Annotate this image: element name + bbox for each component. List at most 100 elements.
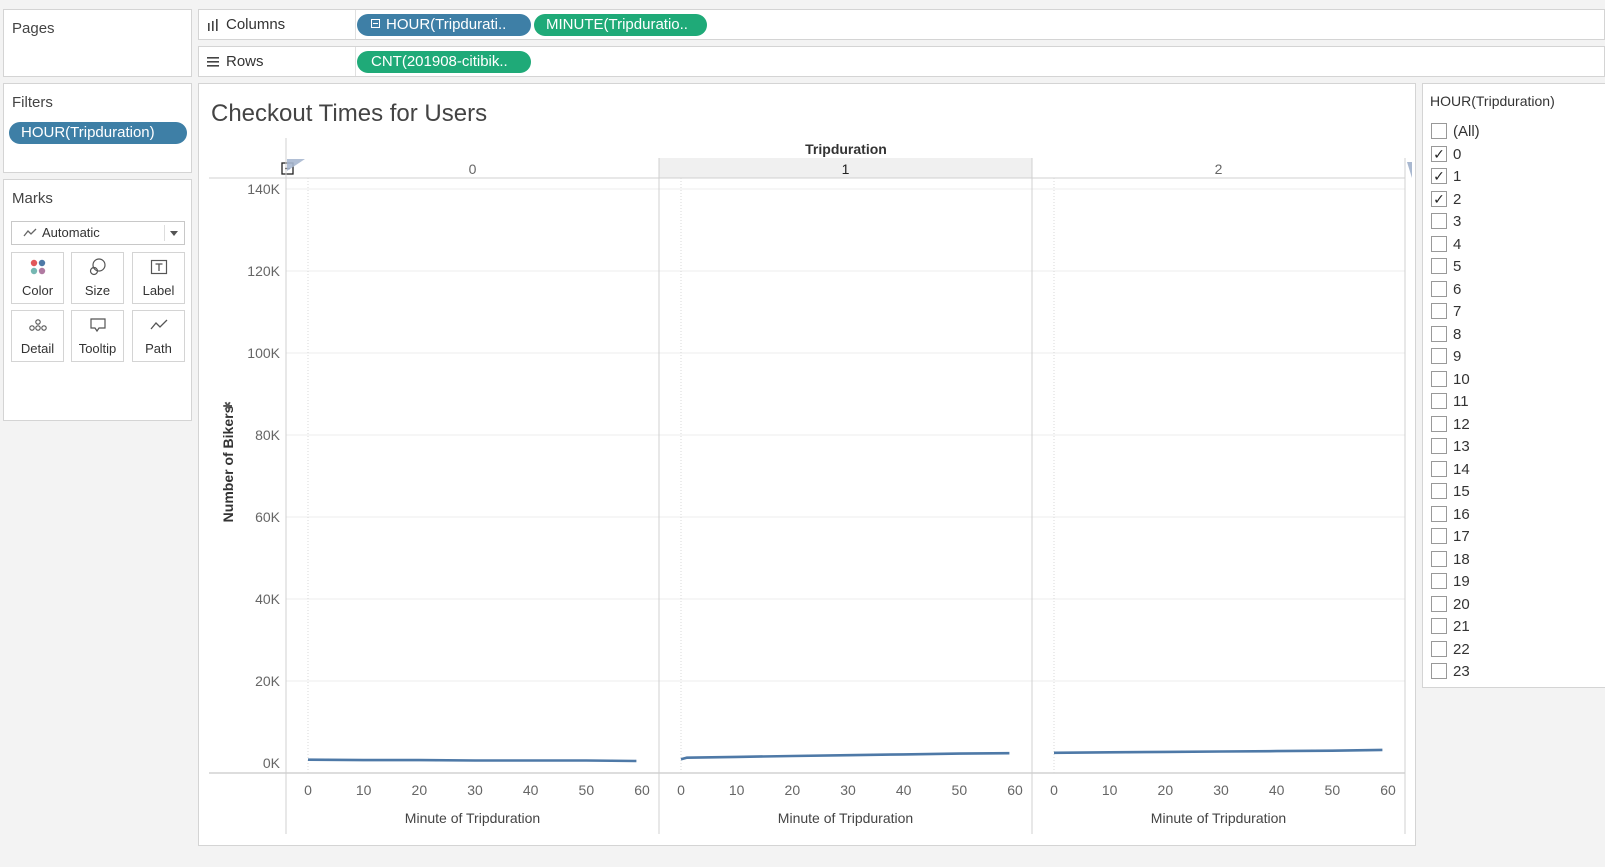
y-tick-label: 140K xyxy=(247,181,280,197)
filter-item-label: 9 xyxy=(1453,348,1462,365)
filter-item-5[interactable]: 5 xyxy=(1431,256,1461,278)
checkbox-icon[interactable] xyxy=(1431,303,1447,320)
columns-pill-minute[interactable]: MINUTE(Tripduratio.. xyxy=(534,14,707,36)
size-label: Size xyxy=(84,283,111,298)
checkbox-icon[interactable] xyxy=(1431,415,1447,432)
detail-label: Detail xyxy=(20,341,55,356)
checkbox-icon[interactable] xyxy=(1431,505,1447,522)
filter-item-1[interactable]: ✓ 1 xyxy=(1431,166,1461,188)
filter-pill-hour[interactable]: HOUR(Tripduration) xyxy=(9,122,187,144)
checkbox-icon[interactable] xyxy=(1431,550,1447,567)
label-label: Label xyxy=(142,283,175,298)
filter-item-3[interactable]: 3 xyxy=(1431,211,1461,233)
x-tick-label: 20 xyxy=(1158,782,1174,798)
rows-shelf[interactable]: Rows CNT(201908-citibik.. xyxy=(198,46,1605,77)
checkbox-icon[interactable] xyxy=(1431,618,1447,635)
filter-item-8[interactable]: 8 xyxy=(1431,324,1461,346)
x-tick-label: 60 xyxy=(1380,782,1396,798)
checkbox-icon[interactable] xyxy=(1431,528,1447,545)
mark-type-dropdown[interactable]: Automatic xyxy=(11,221,185,245)
filter-item-label: 10 xyxy=(1453,370,1470,388)
filter-item-17[interactable]: 17 xyxy=(1431,526,1470,548)
line-chart: Checkout Times for Users Tripduration Nu… xyxy=(209,100,1412,834)
filter-item-14[interactable]: 14 xyxy=(1431,459,1470,481)
filter-item-16[interactable]: 16 xyxy=(1431,504,1470,526)
filter-item-all[interactable]: (All) xyxy=(1431,121,1480,143)
rows-pill-count[interactable]: CNT(201908-citibik.. xyxy=(357,51,531,73)
filter-item-label: 16 xyxy=(1453,505,1470,523)
filter-item-18[interactable]: 18 xyxy=(1431,549,1470,571)
color-button[interactable]: Color xyxy=(11,252,64,304)
panel-header-highlight xyxy=(659,158,1032,178)
checkbox-icon[interactable] xyxy=(1431,393,1447,410)
filter-item-11[interactable]: 11 xyxy=(1431,391,1469,413)
checkbox-icon[interactable] xyxy=(1431,370,1447,387)
filter-item-9[interactable]: 9 xyxy=(1431,346,1461,368)
filter-item-label: 7 xyxy=(1453,303,1462,320)
pages-card: Pages xyxy=(3,9,192,77)
size-button[interactable]: Size xyxy=(71,252,124,304)
filter-item-13[interactable]: 13 xyxy=(1431,436,1470,458)
checkbox-checked-icon[interactable]: ✓ xyxy=(1431,168,1447,185)
filter-item-4[interactable]: 4 xyxy=(1431,234,1461,256)
filter-item-0[interactable]: ✓ 0 xyxy=(1431,144,1461,166)
tooltip-icon xyxy=(89,318,106,333)
filter-item-label: 15 xyxy=(1453,483,1470,500)
y-tick-label: 0K xyxy=(263,755,281,771)
checkbox-icon[interactable] xyxy=(1431,213,1447,230)
checkbox-icon[interactable] xyxy=(1431,640,1447,657)
x-tick-label: 20 xyxy=(412,782,428,798)
checkbox-icon[interactable] xyxy=(1431,460,1447,477)
filter-item-15[interactable]: 15 xyxy=(1431,481,1470,503)
columns-shelf[interactable]: Columns HOUR(Tripdurati.. MINUTE(Tripdur… xyxy=(198,9,1605,40)
filter-item-20[interactable]: 20 xyxy=(1431,594,1470,616)
x-tick-label: 60 xyxy=(634,782,650,798)
checkbox-icon[interactable] xyxy=(1431,438,1447,455)
filter-item-22[interactable]: 22 xyxy=(1431,639,1470,661)
filter-item-23[interactable]: 23 xyxy=(1431,661,1470,683)
panel-header-label: 2 xyxy=(1215,161,1223,177)
checkbox-icon[interactable] xyxy=(1431,573,1447,590)
filter-item-label: 21 xyxy=(1453,618,1470,635)
path-button[interactable]: Path xyxy=(132,310,185,362)
checkbox-checked-icon[interactable]: ✓ xyxy=(1431,145,1447,162)
checkbox-icon[interactable] xyxy=(1431,280,1447,297)
x-tick-label: 40 xyxy=(896,782,912,798)
tooltip-button[interactable]: Tooltip xyxy=(71,310,124,362)
checkbox-icon[interactable] xyxy=(1431,348,1447,365)
series-line-hour-0 xyxy=(307,758,637,763)
filter-item-7[interactable]: 7 xyxy=(1431,301,1461,323)
filter-item-12[interactable]: 12 xyxy=(1431,414,1470,436)
filter-item-2[interactable]: ✓ 2 xyxy=(1431,189,1461,211)
checkbox-icon[interactable] xyxy=(1431,235,1447,252)
collapse-header-button[interactable] xyxy=(281,159,305,175)
checkbox-icon[interactable] xyxy=(1431,258,1447,275)
rows-icon xyxy=(207,57,219,67)
y-tick-label: 40K xyxy=(255,591,281,607)
label-button[interactable]: Label xyxy=(132,252,185,304)
pages-title: Pages xyxy=(12,20,55,37)
columns-label: Columns xyxy=(226,16,286,33)
filter-item-21[interactable]: 21 xyxy=(1431,616,1470,638)
sort-icon[interactable]: ✱ xyxy=(221,401,235,411)
filter-item-10[interactable]: 10 xyxy=(1431,369,1470,391)
filter-item-label: 17 xyxy=(1453,528,1470,545)
filter-item-label: 8 xyxy=(1453,325,1462,343)
checkbox-icon[interactable] xyxy=(1431,325,1447,342)
checkbox-icon[interactable] xyxy=(1431,123,1447,140)
filter-item-6[interactable]: 6 xyxy=(1431,279,1461,301)
panel-header-label: 1 xyxy=(842,161,850,177)
checkbox-checked-icon[interactable]: ✓ xyxy=(1431,190,1447,207)
columns-pill-hour-label: HOUR(Tripdurati.. xyxy=(386,16,507,33)
checkbox-icon[interactable] xyxy=(1431,595,1447,612)
checkbox-icon[interactable] xyxy=(1431,483,1447,500)
columns-pill-hour[interactable]: HOUR(Tripdurati.. xyxy=(357,14,531,36)
y-axis-title: Number of Bikers xyxy=(220,405,236,522)
filter-item-label: 5 xyxy=(1453,258,1462,275)
checkbox-icon[interactable] xyxy=(1431,663,1447,680)
filter-item-19[interactable]: 19 xyxy=(1431,571,1470,593)
series-line-hour-2 xyxy=(1053,748,1383,755)
detail-button[interactable]: Detail xyxy=(11,310,64,362)
filter-item-label: 1 xyxy=(1453,168,1462,185)
rows-label: Rows xyxy=(226,53,264,70)
